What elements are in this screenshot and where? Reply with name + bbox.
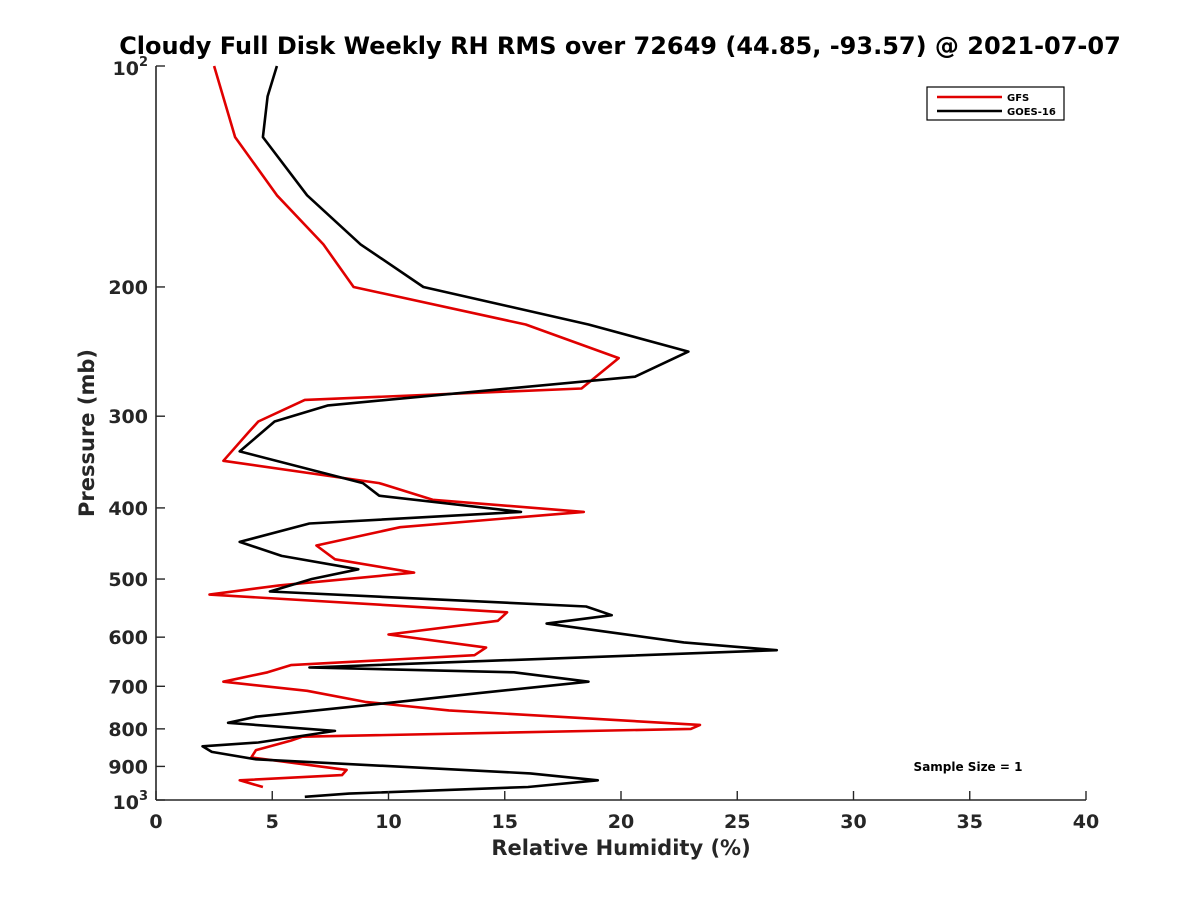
x-axis-ticks: 0 5 10 15 20 25 30 35 40 [149,791,1099,833]
x-tick-label: 30 [840,811,866,833]
legend-label-gfs: GFS [1007,93,1029,104]
y-axis-label: Pressure (mb) [75,349,99,517]
x-tick-label: 10 [375,811,401,833]
y-tick-label: 700 [108,676,148,698]
x-tick-label: 35 [957,811,983,833]
x-tick-label: 5 [266,811,279,833]
y-tick-label: 600 [108,627,148,649]
y-tick-label: 300 [108,406,148,428]
series-layer [201,65,779,799]
x-axis-label: Relative Humidity (%) [491,836,750,860]
x-tick-label: 15 [492,811,518,833]
chart-title: Cloudy Full Disk Weekly RH RMS over 7264… [119,32,1121,60]
y-tick-label: 400 [108,498,148,520]
x-tick-label: 25 [724,811,750,833]
legend-box [926,86,1065,121]
series-line-goes16 [201,65,779,799]
legend: GFS GOES-16 [926,86,1065,121]
x-tick-label: 40 [1073,811,1099,833]
y-tick-label: 500 [108,569,148,591]
y-tick-label: 900 [108,756,148,778]
plot-area [156,66,1086,800]
sample-size-annotation: Sample Size = 1 [914,760,1023,774]
legend-label-goes16: GOES-16 [1007,107,1056,118]
y-tick-label: 200 [108,277,148,299]
x-tick-label: 20 [608,811,634,833]
x-tick-label: 0 [149,811,162,833]
y-tick-label: 800 [108,719,148,741]
